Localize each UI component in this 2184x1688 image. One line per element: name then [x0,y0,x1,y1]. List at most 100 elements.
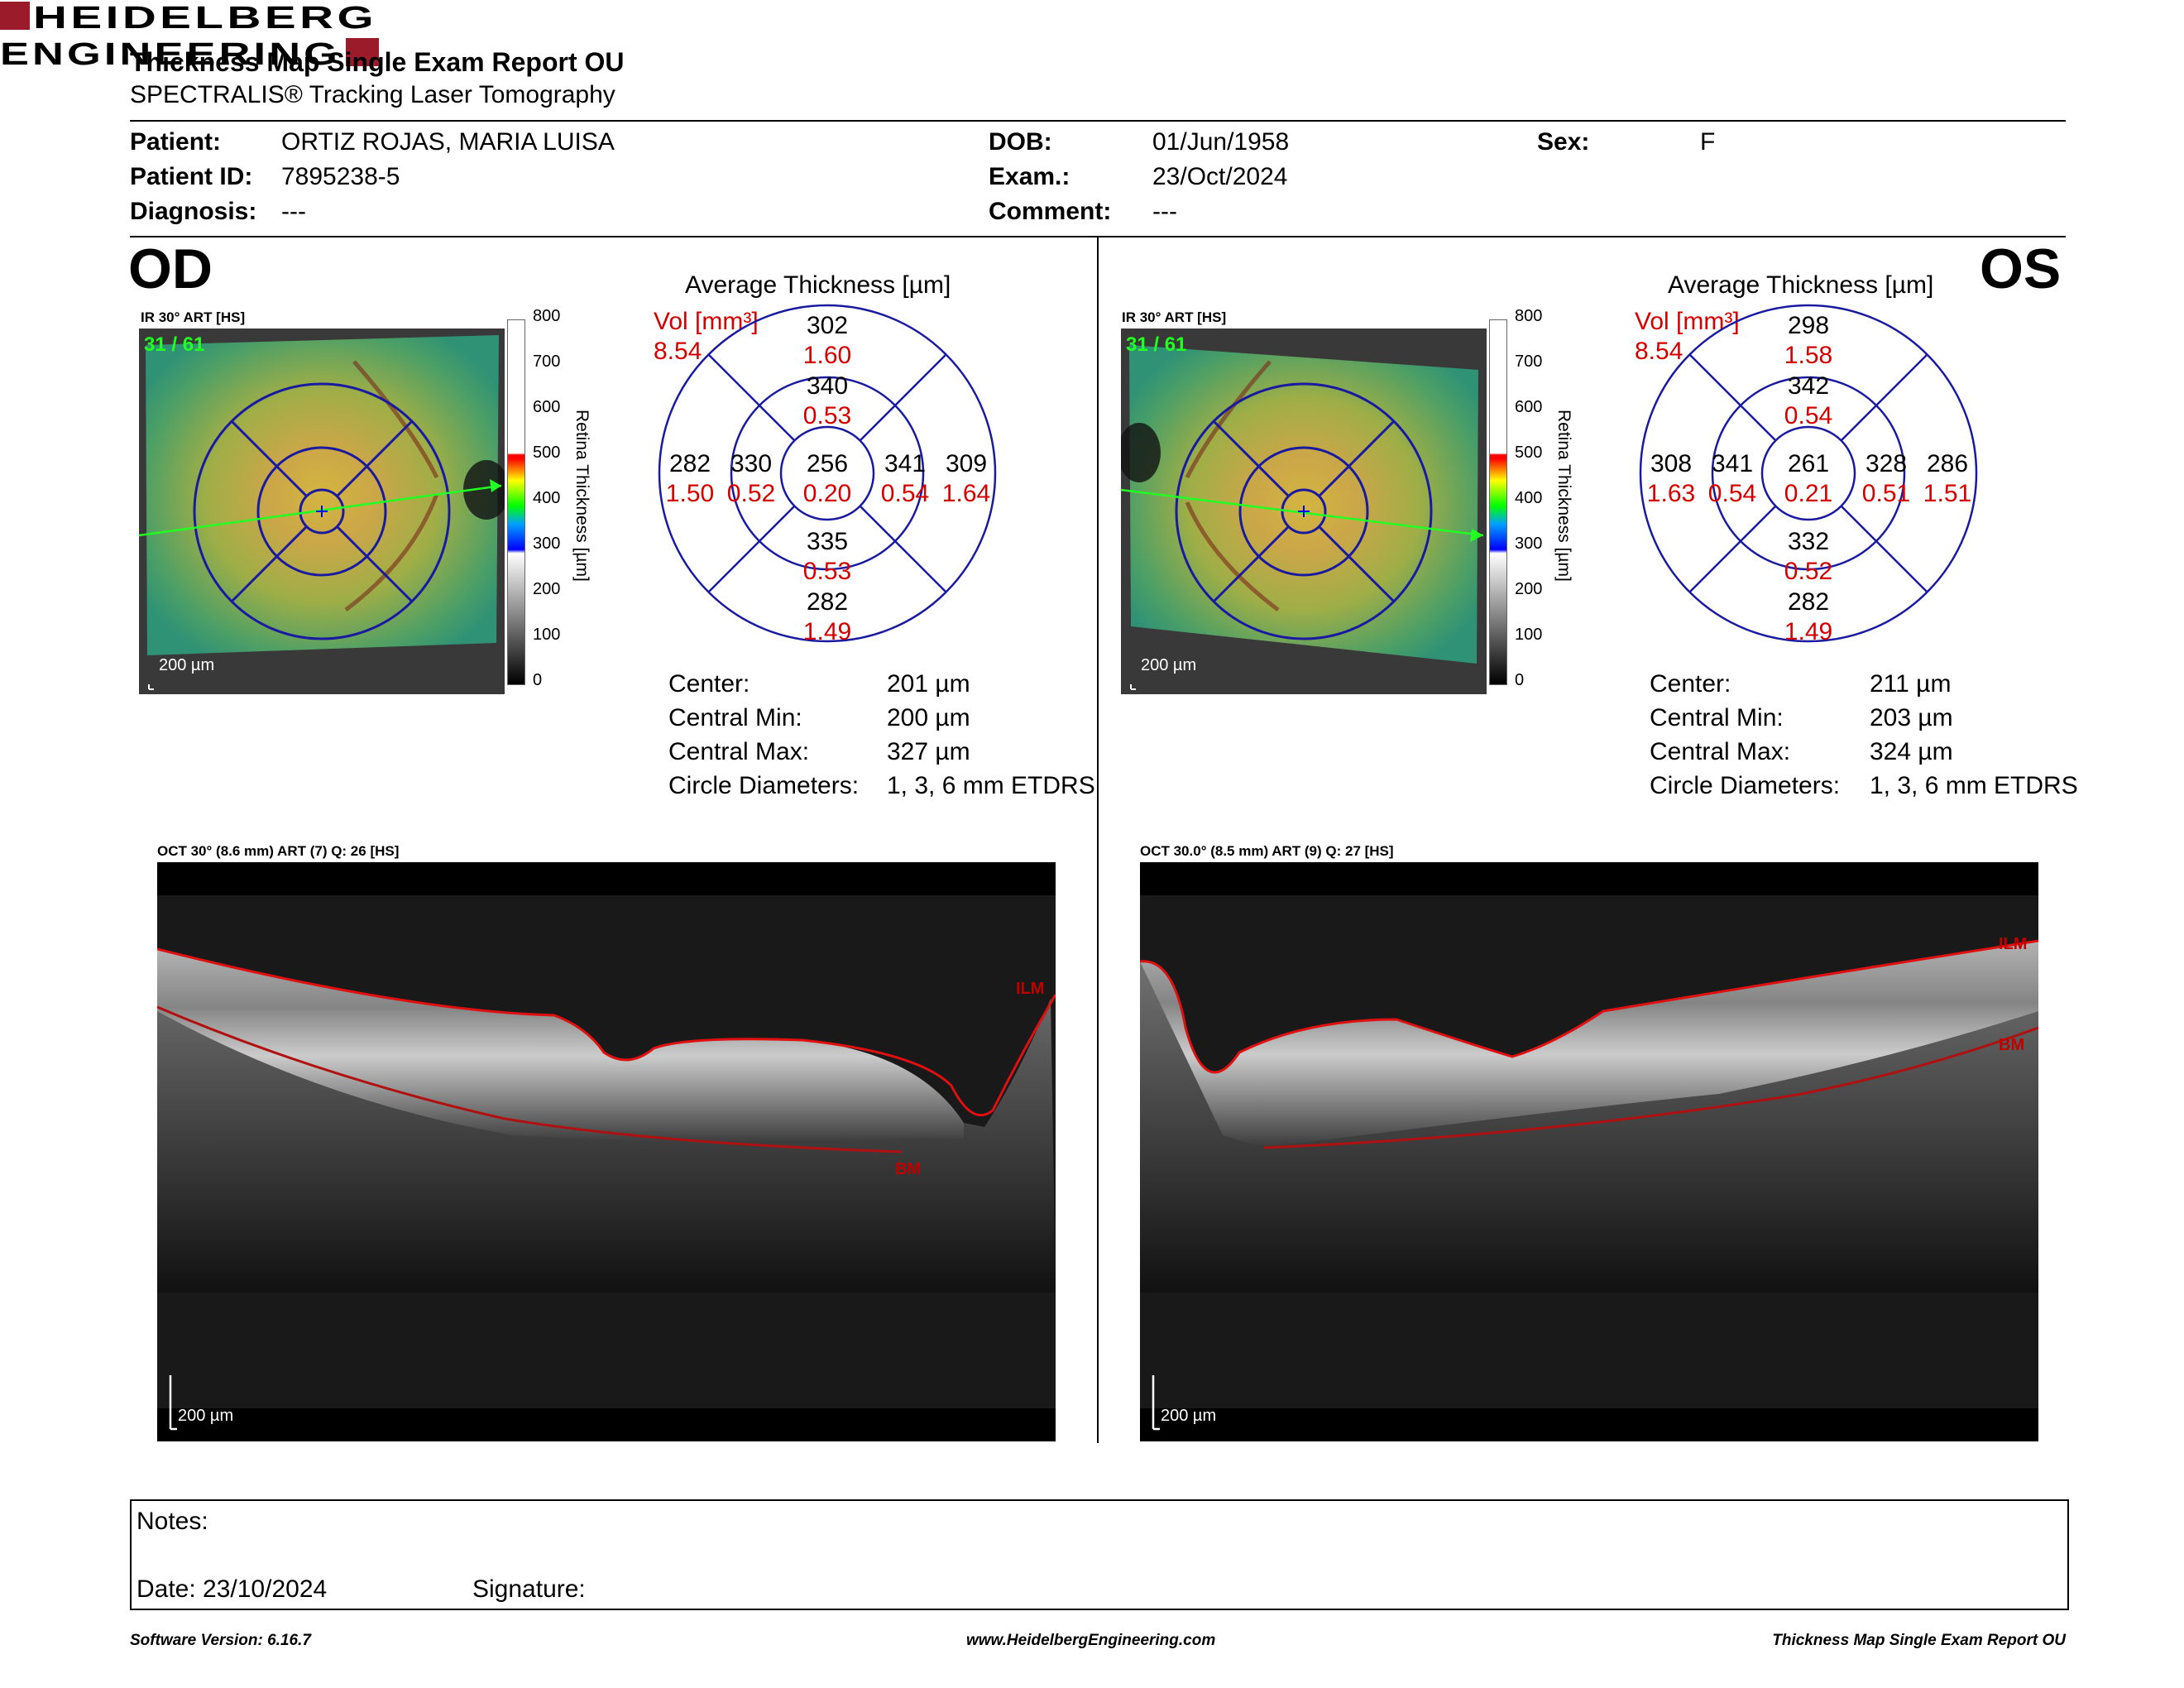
os-outer-left-thickness: 308 [1650,450,1693,477]
os-outer-superior-volume: 1.58 [1784,342,1833,369]
od-colorbar-tick: 100 [533,626,561,644]
od-central-min-value: 200 µm [887,704,970,731]
os-fundus-image: 31 / 61 200 µm [1121,328,1487,694]
os-colorbar-tick: 100 [1515,626,1543,644]
od-vol-total: 8.54 [654,338,702,365]
os-eye-label: OS [1980,237,2062,300]
os-inner-inferior-volume: 0.52 [1784,558,1833,585]
os-colorbar-tick: 700 [1515,352,1543,371]
od-etdrs-grid: 302 1.60 340 0.53 256 0.20 330 0.52 341 … [654,300,1001,647]
os-fundus-scale: 200 µm [1141,656,1197,674]
od-colorbar [507,319,525,685]
os-bm-label: BM [1999,1036,2025,1054]
patient-id: 7895238-5 [281,163,400,190]
os-ir-label: IR 30° ART [HS] [1122,309,1227,325]
od-center-label: Center: [668,670,750,698]
od-colorbar-tick: 300 [533,535,561,553]
od-oct-label: OCT 30° (8.6 mm) ART (7) Q: 26 [HS] [157,843,400,859]
od-frame-count: 31 / 61 [144,333,205,356]
os-central-min-value: 203 µm [1870,704,1953,731]
os-center-volume: 0.21 [1784,480,1833,507]
os-outer-left-volume: 1.63 [1646,480,1696,507]
os-inner-left-volume: 0.54 [1707,480,1757,507]
os-circle-diameters-label: Circle Diameters: [1650,772,1841,799]
od-oct-scale: 200 µm [178,1407,234,1425]
sex-label: Sex: [1537,128,1590,156]
od-colorbar-tick: 200 [533,580,561,598]
os-outer-right-volume: 1.51 [1923,480,1972,507]
od-oct-bscan: ILM BM 200 µm [157,862,1056,1441]
os-inner-superior-volume: 0.54 [1784,402,1833,429]
diagnosis-value: --- [281,198,306,225]
os-colorbar-title: Retina Thickness [µm] [1554,410,1573,582]
os-outer-inferior-volume: 1.49 [1784,618,1833,645]
center-divider [1097,237,1099,1443]
os-inner-right-thickness: 328 [1865,450,1908,477]
od-fundus-scale: 200 µm [159,656,215,674]
od-circle-diameters-value: 1, 3, 6 mm ETDRS [887,772,1095,799]
od-colorbar-tick: 0 [533,671,543,689]
od-central-min-label: Central Min: [668,704,802,731]
notes-label: Notes: [136,1508,208,1535]
od-outer-inferior-volume: 1.49 [802,618,852,645]
od-inner-superior-volume: 0.53 [802,402,852,429]
os-colorbar [1489,319,1507,685]
od-outer-left-volume: 1.50 [665,480,715,507]
os-colorbar-tick: 300 [1515,535,1543,553]
os-central-max-value: 324 µm [1870,738,1953,765]
diagnosis-label: Diagnosis: [130,198,257,225]
od-center-value: 201 µm [887,670,970,698]
report-subtitle: SPECTRALIS® Tracking Laser Tomography [130,81,615,108]
os-colorbar-tick: 800 [1515,307,1543,325]
od-outer-superior-thickness: 302 [806,312,849,339]
comment-value: --- [1152,198,1177,225]
od-vol-label: Vol [mm³] [654,308,759,335]
comment-label: Comment: [989,198,1112,225]
patient-divider [130,236,2066,237]
os-etdrs-grid: 298 1.58 342 0.54 261 0.21 341 0.54 328 … [1635,300,1982,647]
os-vol-label: Vol [mm³] [1635,308,1740,335]
od-inner-left-thickness: 330 [730,450,773,477]
od-inner-right-volume: 0.54 [880,480,930,507]
os-center-value: 211 µm [1870,670,1952,698]
exam-value: 23/Oct/2024 [1152,163,1288,190]
os-colorbar-tick: 200 [1515,580,1543,598]
os-circle-diameters-value: 1, 3, 6 mm ETDRS [1870,772,2078,799]
od-colorbar-tick: 500 [533,444,561,462]
od-inner-superior-thickness: 340 [806,372,849,400]
od-ir-label: IR 30° ART [HS] [141,309,246,325]
od-circle-diameters-label: Circle Diameters: [668,772,860,799]
os-oct-label: OCT 30.0° (8.5 mm) ART (9) Q: 27 [HS] [1140,843,1394,859]
heidelberg-logo: HEIDELBERG ENGINEERING [0,0,381,72]
od-colorbar-tick: 800 [533,307,561,325]
date-label: Date: 23/10/2024 [136,1575,328,1603]
od-inner-left-volume: 0.52 [726,480,776,507]
os-inner-left-thickness: 341 [1711,450,1754,477]
od-central-max-value: 327 µm [887,738,970,765]
exam-label: Exam.: [989,163,1070,190]
dob-value: 01/Jun/1958 [1152,128,1290,156]
os-avg-thickness-title: Average Thickness [µm] [1668,271,1934,299]
footer-report-name: Thickness Map Single Exam Report OU [1772,1632,2066,1649]
os-ilm-label: ILM [1999,935,2028,953]
od-colorbar-title: Retina Thickness [µm] [572,410,592,582]
od-center-thickness: 256 [806,450,849,477]
dob-label: DOB: [989,128,1052,156]
os-inner-inferior-thickness: 332 [1787,528,1830,555]
os-colorbar-tick: 0 [1515,671,1525,689]
od-colorbar-tick: 400 [533,489,561,507]
os-outer-right-thickness: 286 [1926,450,1969,477]
os-frame-count: 31 / 61 [1126,333,1187,356]
patient-name: ORTIZ ROJAS, MARIA LUISA [281,128,615,156]
signature-label: Signature: [472,1575,586,1603]
os-oct-scale: 200 µm [1161,1407,1217,1425]
os-inner-superior-thickness: 342 [1787,372,1830,400]
os-colorbar-tick: 500 [1515,444,1543,462]
od-inner-right-thickness: 341 [884,450,927,477]
footer-software-version: Software Version: 6.16.7 [130,1632,311,1649]
os-central-min-label: Central Min: [1650,704,1784,731]
sex-value: F [1700,128,1716,156]
patient-label: Patient: [130,128,222,156]
logo-line1: HEIDELBERG [33,1,377,36]
os-center-label: Center: [1650,670,1731,698]
